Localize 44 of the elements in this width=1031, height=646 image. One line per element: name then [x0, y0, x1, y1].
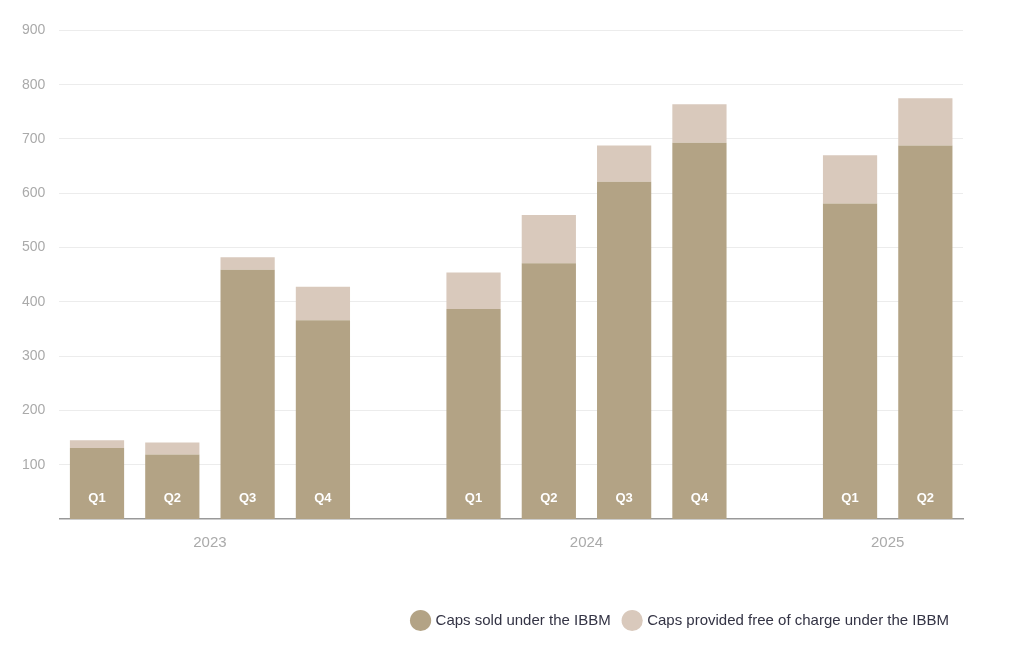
y-tick-label: 500: [22, 238, 46, 255]
x-tick-label: Q2: [540, 489, 558, 505]
bar: [898, 145, 953, 519]
y-tick-label: 600: [22, 184, 46, 201]
bar: [295, 286, 351, 321]
bar: [672, 104, 727, 143]
x-tick-label: Q4: [690, 489, 709, 505]
bar: [521, 214, 576, 264]
x-tick-label: Q3: [615, 489, 633, 505]
y-tick-label: 300: [22, 346, 46, 363]
bar: [220, 257, 275, 270]
text: 2023: [193, 533, 227, 551]
legend-label: Caps sold under the IBBM: [435, 610, 611, 628]
x-tick-label: Q2: [916, 489, 935, 505]
bar: [672, 142, 727, 519]
y-tick-label: 700: [22, 129, 46, 146]
y-tick-label: 400: [22, 292, 46, 309]
x-tick-label: Q1: [464, 489, 483, 505]
y-tick-label: 900: [22, 21, 46, 38]
text: 2025: [871, 533, 905, 551]
x-tick-label: Q3: [238, 489, 257, 505]
bar: [822, 155, 878, 204]
x-tick-label: Q4: [314, 489, 333, 505]
legend-label: Caps provided free of charge under the IBBM: [647, 610, 950, 628]
bar: [295, 320, 351, 519]
y-tick-label: 200: [22, 401, 46, 418]
bar: [446, 272, 501, 309]
bar: [898, 98, 953, 146]
bar: [521, 263, 576, 519]
bar: [597, 181, 652, 519]
x-tick-label: Q1: [88, 489, 106, 505]
bar: [69, 440, 125, 448]
bar: [822, 203, 878, 519]
bar: [145, 454, 200, 519]
bar: [69, 447, 125, 519]
bar: [220, 269, 275, 519]
bar: [597, 145, 652, 182]
bar: [446, 308, 501, 519]
text: 2024: [569, 533, 604, 551]
x-tick-label: Q2: [163, 489, 181, 505]
x-tick-label: Q1: [841, 489, 859, 505]
y-tick-label: 100: [22, 455, 46, 472]
bar: [145, 442, 200, 455]
y-tick-label: 800: [22, 75, 46, 92]
